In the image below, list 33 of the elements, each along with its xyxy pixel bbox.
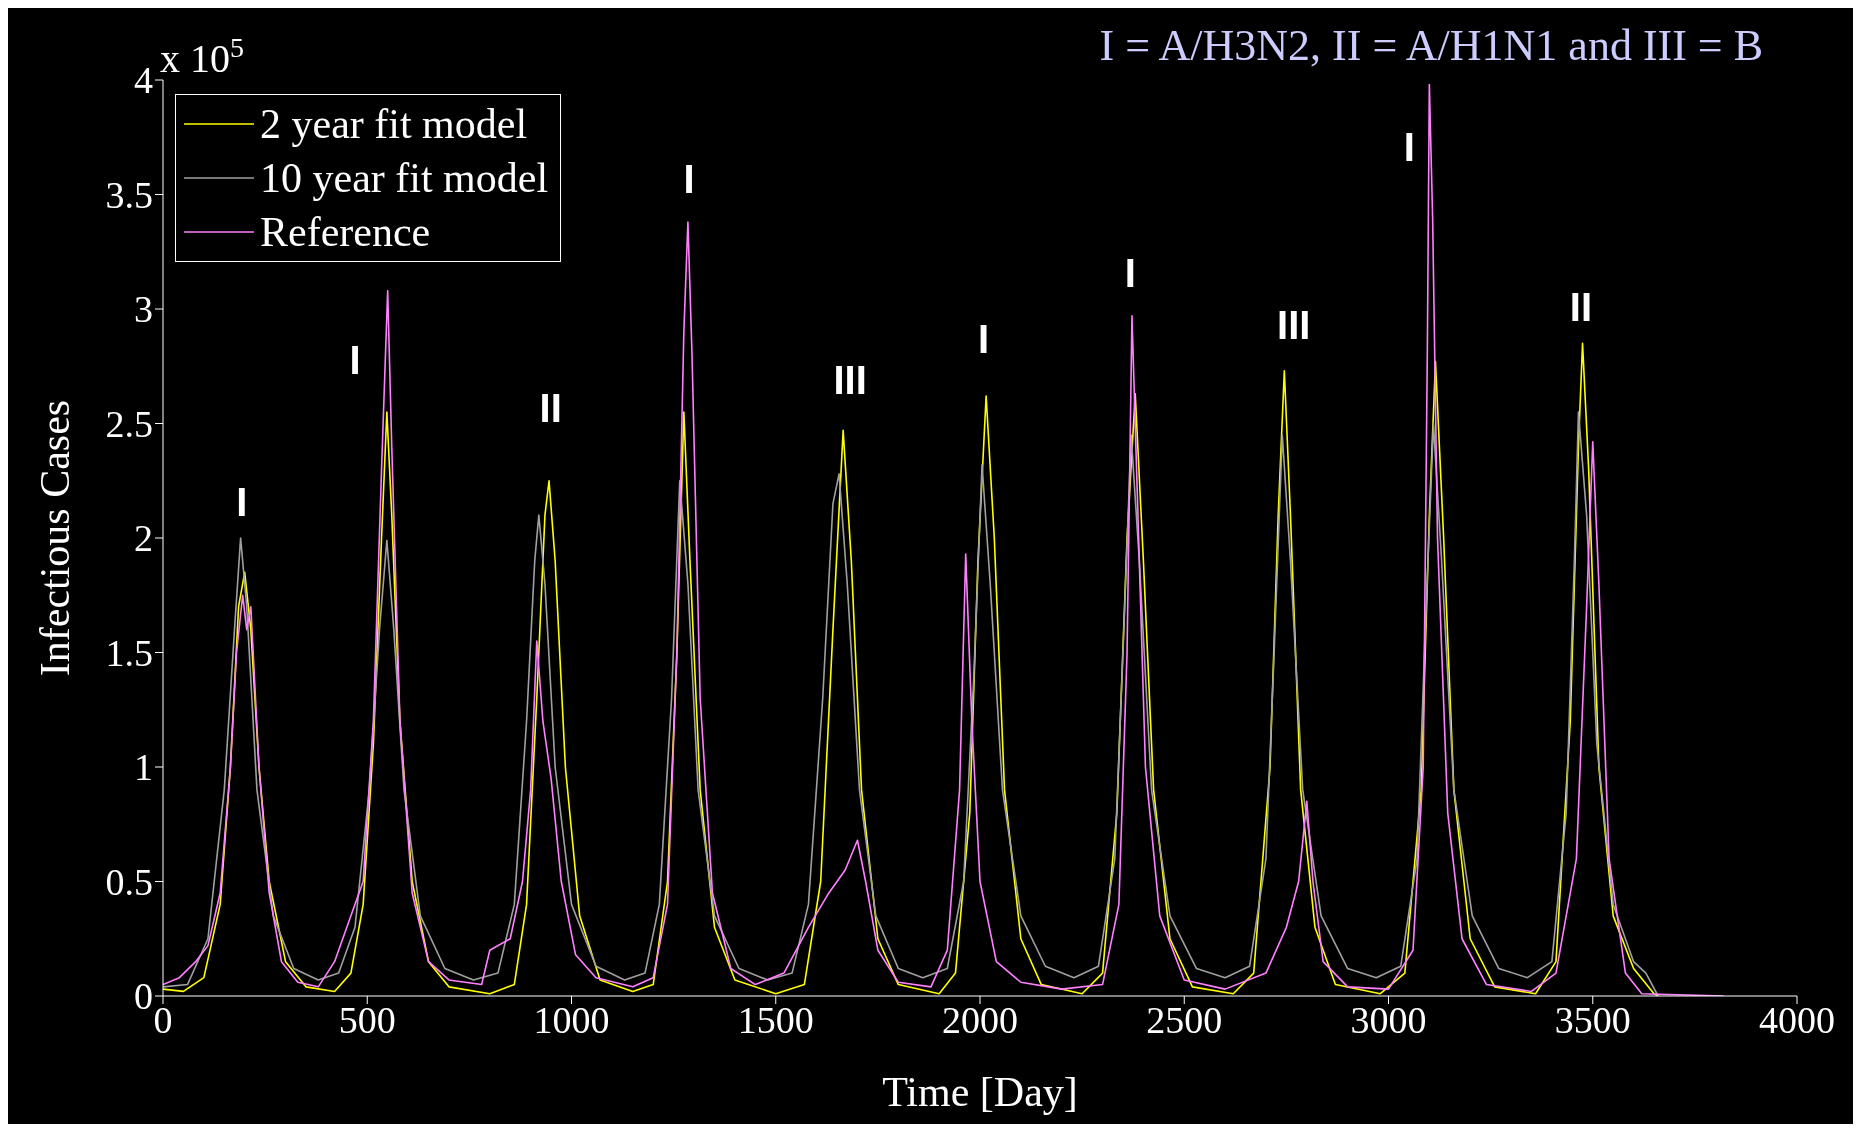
annotation: I <box>1124 250 1136 295</box>
y-tick-label: 4 <box>134 59 153 102</box>
x-axis-title: Time [Day] <box>882 1069 1078 1115</box>
annotation: I <box>978 316 990 361</box>
x-tick-label: 3500 <box>1554 998 1631 1041</box>
legend-label: 2 year fit model <box>260 100 528 149</box>
x-tick-label: 1500 <box>737 998 814 1041</box>
text: I = A/H3N2, II = A/H1N1 and III = B <box>1099 21 1763 70</box>
y-tick-label: 2 <box>134 517 153 560</box>
annotation: III <box>833 358 867 403</box>
y-tick-label: 3.5 <box>105 173 153 216</box>
x-tick-label: 1000 <box>533 998 610 1041</box>
annotation: II <box>539 385 562 430</box>
x-tick-label: 2000 <box>942 998 1018 1041</box>
annotation: III <box>1277 303 1311 348</box>
annotation: I <box>683 156 695 201</box>
x-tick-label: 500 <box>338 998 396 1041</box>
y-axis-title: Infectious Cases <box>31 399 78 677</box>
annotation: x 10$^{5}$ <box>160 31 244 81</box>
x-tick-label: 2500 <box>1146 998 1223 1041</box>
x-tick-label: 3000 <box>1350 998 1427 1041</box>
x-tick-label: 4000 <box>1759 998 1835 1041</box>
y-tick-label: 0.5 <box>105 860 153 903</box>
annotation: II <box>1569 284 1593 329</box>
y-tick-label: 2.5 <box>105 402 153 445</box>
annotation: I <box>1403 124 1415 169</box>
legend-label: 10 year fit model <box>260 154 549 203</box>
y-tick-label: 3 <box>134 288 153 331</box>
legend-label: Reference <box>260 208 431 257</box>
annotation: I <box>349 337 361 382</box>
y-tick-label: 1 <box>134 746 153 789</box>
annotation: I <box>236 479 248 524</box>
y-tick-label: 1.5 <box>105 631 153 674</box>
